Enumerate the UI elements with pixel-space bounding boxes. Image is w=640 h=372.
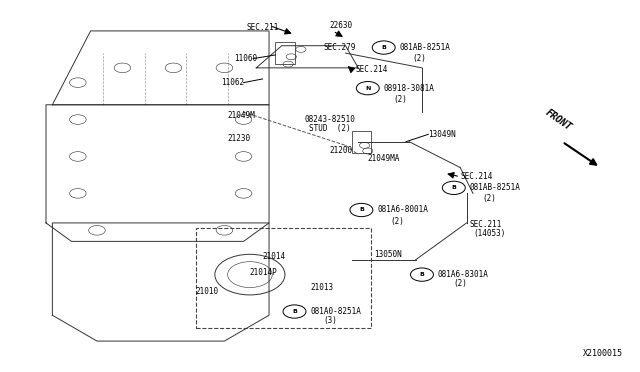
Text: B: B [419, 272, 424, 277]
Text: 21230: 21230 [228, 134, 251, 142]
Text: (14053): (14053) [473, 230, 506, 238]
Text: 08918-3081A: 08918-3081A [384, 84, 435, 93]
Bar [352, 131, 371, 153]
Text: 21010: 21010 [196, 287, 219, 296]
Text: B: B [292, 309, 297, 314]
Circle shape [283, 305, 306, 318]
Text: SEC.211: SEC.211 [246, 23, 279, 32]
Text: (2): (2) [483, 195, 497, 203]
Text: B: B [359, 208, 364, 212]
Circle shape [350, 203, 373, 217]
Text: 21049M: 21049M [228, 111, 255, 121]
Text: SEC.214: SEC.214 [355, 65, 387, 74]
Text: STUD  (2): STUD (2) [308, 124, 350, 133]
Text: 11062: 11062 [221, 78, 244, 87]
Text: 081A0-8251A: 081A0-8251A [310, 307, 362, 316]
Text: N: N [365, 86, 371, 91]
Circle shape [442, 181, 465, 195]
Text: X2100015: X2100015 [582, 349, 623, 358]
Text: SEC.211: SEC.211 [470, 220, 502, 229]
Text: 081AB-8251A: 081AB-8251A [399, 43, 451, 52]
Text: B: B [381, 45, 386, 50]
Text: 21013: 21013 [310, 283, 333, 292]
Text: 081A6-8001A: 081A6-8001A [378, 205, 428, 215]
Text: 081A6-8301A: 081A6-8301A [438, 270, 489, 279]
Text: 21014: 21014 [262, 251, 286, 261]
Bar [275, 42, 294, 64]
Text: 21014P: 21014P [250, 268, 278, 277]
Text: (2): (2) [454, 279, 468, 288]
Text: (3): (3) [323, 316, 337, 325]
Text: (2): (2) [394, 95, 407, 104]
Text: 21200: 21200 [330, 147, 353, 155]
Text: SEC.279: SEC.279 [323, 43, 356, 52]
Text: (2): (2) [390, 217, 404, 225]
Text: B: B [451, 185, 456, 190]
Circle shape [372, 41, 395, 54]
Circle shape [356, 81, 380, 95]
Text: SEC.214: SEC.214 [460, 172, 493, 181]
Text: 22630: 22630 [330, 21, 353, 30]
Text: (2): (2) [412, 54, 426, 63]
Text: 081AB-8251A: 081AB-8251A [470, 183, 520, 192]
Text: 11060: 11060 [234, 54, 257, 63]
Text: 13050N: 13050N [374, 250, 402, 259]
Text: 21049MA: 21049MA [368, 154, 400, 163]
Text: FRONT: FRONT [544, 108, 574, 132]
Circle shape [410, 268, 433, 281]
Text: 08243-82510: 08243-82510 [304, 115, 355, 124]
Text: 13049N: 13049N [428, 130, 456, 139]
Bar [196, 228, 371, 328]
